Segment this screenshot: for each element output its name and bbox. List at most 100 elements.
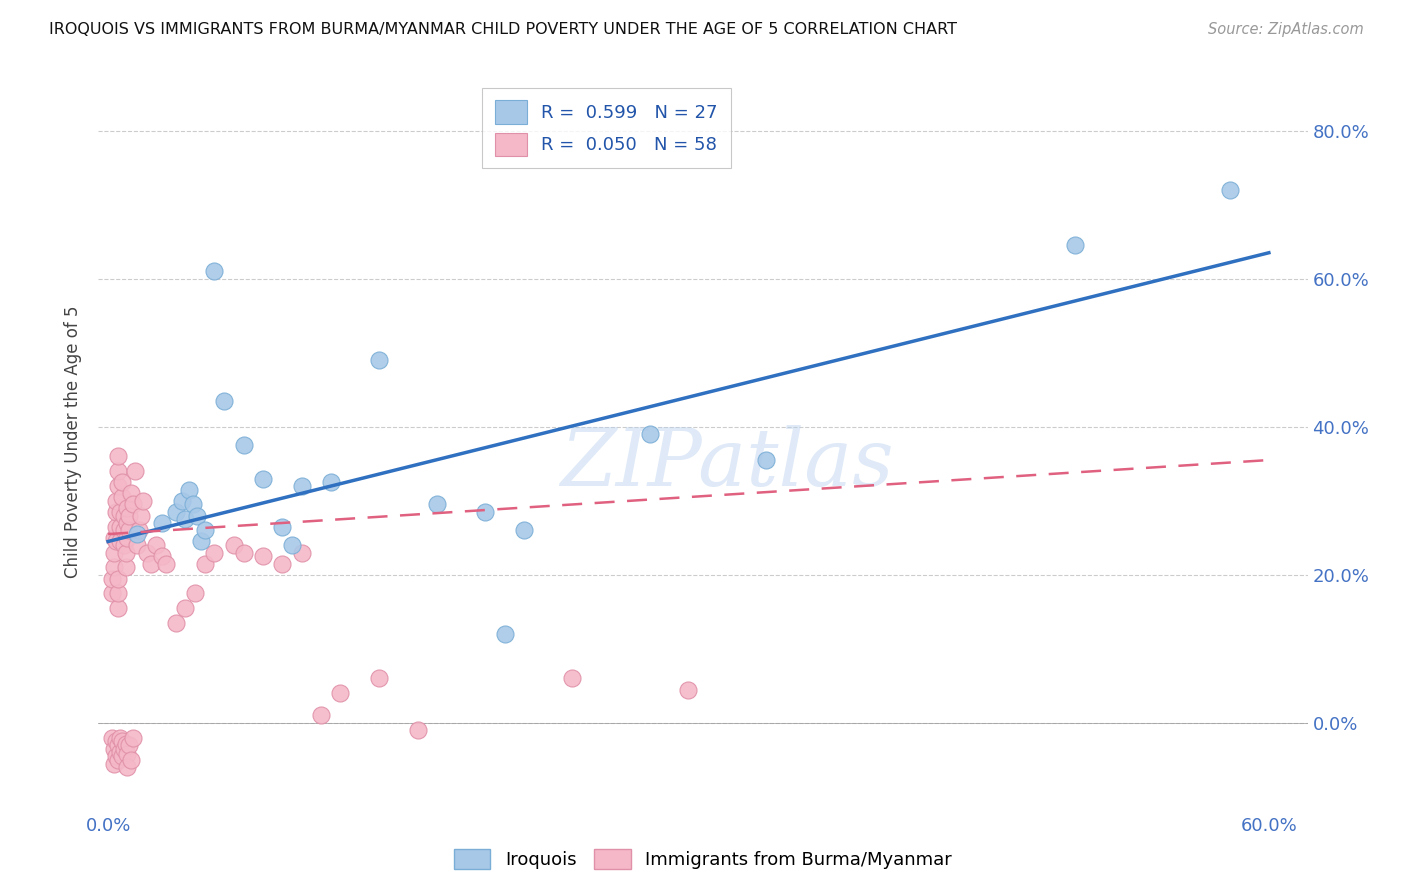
Point [319,475,342,490]
Point [104,519,127,533]
Point [107,586,129,600]
Point [271,557,294,571]
Point [118,524,141,538]
Point [120,486,142,500]
Point [474,505,496,519]
Point [494,627,516,641]
Point [114,560,136,574]
Point [222,538,245,552]
Point [104,734,127,748]
Point [124,464,146,478]
Point [194,557,217,571]
Point [112,741,135,756]
Point [1219,183,1241,197]
Point [232,438,254,452]
Point [101,572,124,586]
Point [128,524,150,538]
Point [108,534,131,549]
Point [127,538,149,552]
Point [179,483,201,497]
Point [107,450,129,464]
Point [107,464,129,478]
Point [107,572,129,586]
Point [309,708,332,723]
Point [204,546,226,560]
Point [107,738,129,752]
Point [135,546,157,560]
Point [165,505,187,519]
Point [190,534,212,549]
Point [111,475,134,490]
Point [252,549,274,564]
Text: ZIPatlas: ZIPatlas [561,425,894,502]
Point [114,546,136,560]
Point [118,738,141,752]
Point [112,524,135,538]
Point [281,538,304,552]
Legend: R =  0.599   N = 27, R =  0.050   N = 58: R = 0.599 N = 27, R = 0.050 N = 58 [482,87,731,169]
Point [181,498,204,512]
Point [104,493,127,508]
Point [111,734,134,748]
Point [513,524,536,538]
Point [150,516,173,530]
Point [290,546,312,560]
Point [108,505,131,519]
Point [111,749,134,764]
Point [111,490,134,504]
Point [678,682,700,697]
Point [103,741,125,756]
Point [139,557,162,571]
Point [212,393,235,408]
Point [174,512,197,526]
Point [103,531,125,545]
Point [101,586,124,600]
Point [184,586,207,600]
Point [755,453,778,467]
Point [170,493,193,508]
Text: IROQUOIS VS IMMIGRANTS FROM BURMA/MYANMAR CHILD POVERTY UNDER THE AGE OF 5 CORRE: IROQUOIS VS IMMIGRANTS FROM BURMA/MYANMA… [49,22,957,37]
Point [186,508,208,523]
Point [104,534,127,549]
Point [101,731,124,745]
Point [114,737,136,751]
Point [112,508,135,523]
Point [194,524,217,538]
Point [145,538,167,552]
Point [108,731,131,745]
Point [122,731,145,745]
Point [368,353,391,368]
Point [117,760,139,774]
Point [117,747,139,761]
Point [112,538,135,552]
Point [165,615,187,630]
Point [406,723,429,738]
Point [104,505,127,519]
Point [117,501,139,516]
Point [107,601,129,615]
Legend: Iroquois, Immigrants from Burma/Myanmar: Iroquois, Immigrants from Burma/Myanmar [446,839,960,879]
Point [117,516,139,530]
Point [329,686,352,700]
Point [103,560,125,574]
Point [129,508,152,523]
Point [368,672,391,686]
Point [155,557,177,571]
Point [271,519,294,533]
Y-axis label: Child Poverty Under the Age of 5: Child Poverty Under the Age of 5 [65,305,83,578]
Point [118,508,141,523]
Point [107,479,129,493]
Point [132,493,155,508]
Point [232,546,254,560]
Point [426,498,449,512]
Point [174,601,197,615]
Point [1064,238,1087,252]
Point [252,471,274,485]
Point [107,753,129,767]
Point [290,479,312,493]
Point [103,546,125,560]
Point [117,531,139,545]
Point [638,427,661,442]
Point [122,498,145,512]
Point [561,672,583,686]
